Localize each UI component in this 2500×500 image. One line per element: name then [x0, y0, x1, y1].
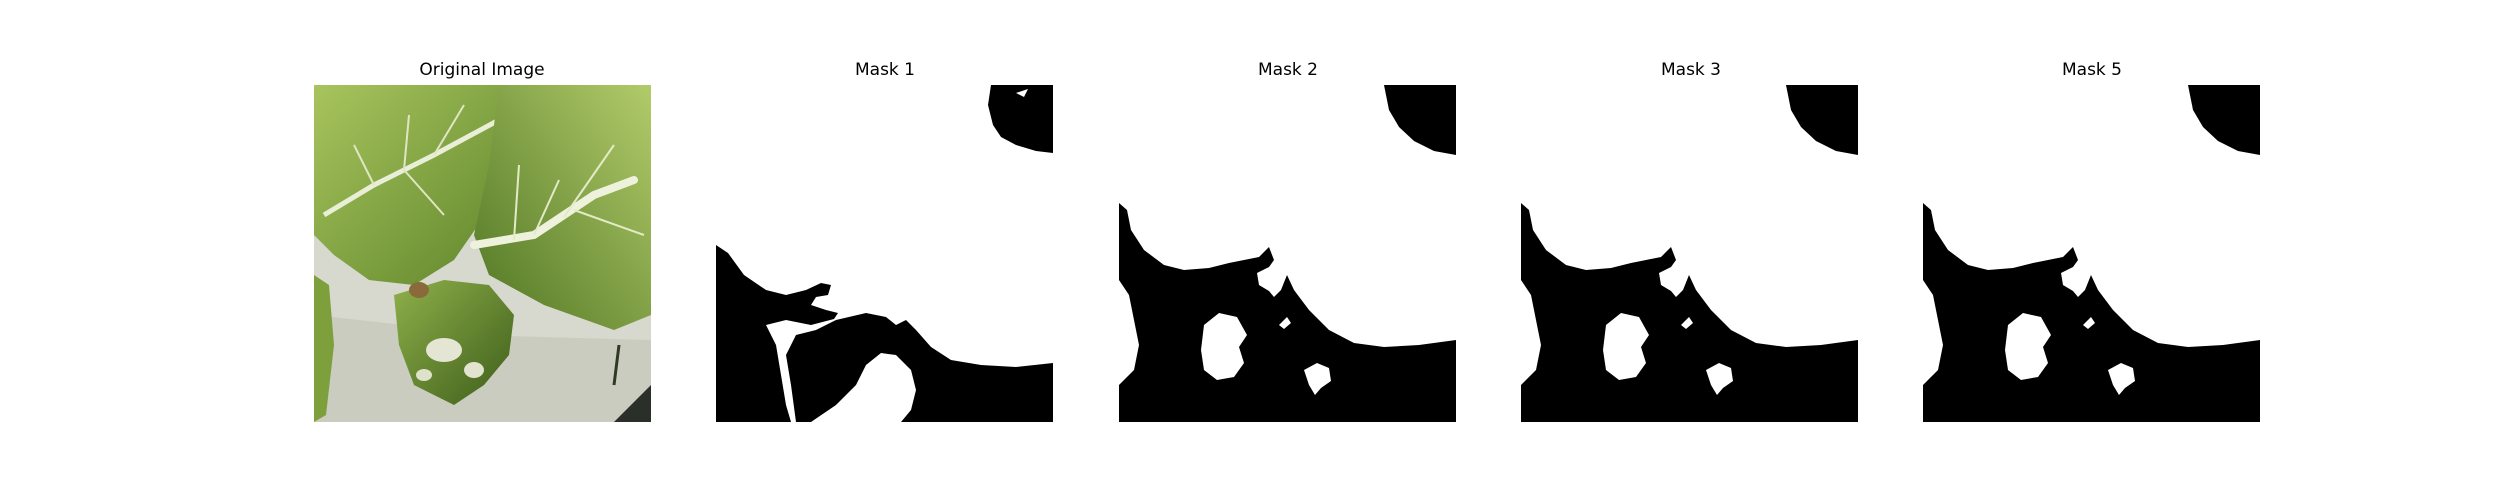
original-image — [314, 85, 651, 422]
mask-hole-right — [2108, 363, 2135, 395]
mask-hole-left — [1201, 313, 1247, 380]
mask-hole-small — [2083, 317, 2095, 329]
mask-region-main — [1119, 203, 1456, 422]
mask-hole-left — [2005, 313, 2051, 380]
panel-title-mask-5: Mask 5 — [2061, 60, 2122, 80]
panel-title-mask-1: Mask 1 — [854, 60, 915, 80]
pot-edge — [614, 385, 651, 422]
leaf-right — [474, 85, 651, 330]
stem — [612, 344, 621, 386]
panel-title-mask-3: Mask 3 — [1660, 60, 1721, 80]
mask-1-panel — [716, 85, 1053, 422]
leaf-vein-right — [513, 144, 645, 241]
leaf-spot — [416, 369, 432, 381]
mask-2-image — [1119, 85, 1456, 422]
original-image-panel — [314, 85, 651, 422]
mask-region-top-right — [988, 85, 1053, 153]
mask-hole-small — [1681, 317, 1693, 329]
panel-title-original-image: Original Image — [419, 60, 545, 80]
mask-5-image — [1923, 85, 2260, 422]
mask-region-spot — [861, 333, 881, 350]
mask-1-image — [716, 85, 1053, 422]
brown-spot — [409, 282, 429, 298]
mask-region-main — [1521, 203, 1858, 422]
panel-title-mask-2: Mask 2 — [1257, 60, 1318, 80]
mask-3-image — [1521, 85, 1858, 422]
mask-region-top-right — [1786, 85, 1858, 155]
leaf-midrib — [470, 176, 638, 249]
mask-hole-left — [1603, 313, 1649, 380]
mask-region-bottom — [786, 313, 1053, 422]
mask-hole-right — [1304, 363, 1331, 395]
leaf-edge-left — [314, 275, 334, 422]
mask-2-panel — [1119, 85, 1456, 422]
mask-hole — [1016, 89, 1028, 97]
mask-region-top-right — [2188, 85, 2260, 155]
mask-5-panel — [1923, 85, 2260, 422]
mask-hole-small — [1279, 317, 1291, 329]
mask-hole-right — [1706, 363, 1733, 395]
mask-3-panel — [1521, 85, 1858, 422]
leaf-spot — [464, 362, 484, 378]
leaf-vein-secondary — [353, 104, 465, 216]
leaf-spot — [426, 338, 462, 362]
mask-region-top-right — [1384, 85, 1456, 155]
mask-region-main — [1923, 203, 2260, 422]
mask-region-left — [716, 245, 838, 422]
